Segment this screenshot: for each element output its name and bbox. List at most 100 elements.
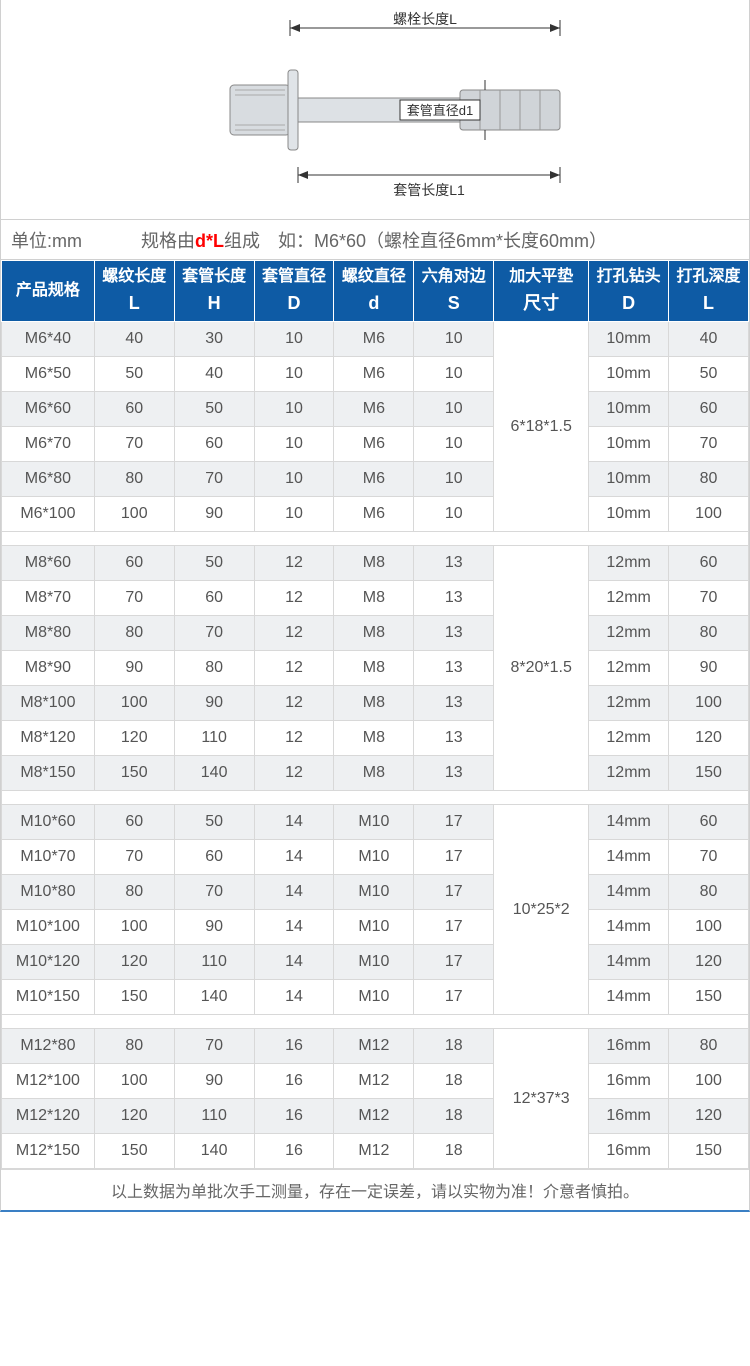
header-washer: 加大平垫尺寸: [494, 261, 589, 322]
table-cell: 100: [669, 686, 749, 721]
table-cell: 90: [174, 1064, 254, 1099]
table-cell: M6: [334, 357, 414, 392]
table-cell: 90: [174, 497, 254, 532]
group-gap: [2, 1015, 749, 1029]
diagram-label-bolt-length: 螺栓长度L: [393, 11, 457, 27]
table-cell: 90: [94, 651, 174, 686]
table-cell: 70: [669, 427, 749, 462]
table-row: M10*80807014M101714mm80: [2, 875, 749, 910]
table-cell: 10: [254, 357, 334, 392]
washer-cell: 10*25*2: [494, 805, 589, 1015]
table-cell: 100: [94, 910, 174, 945]
table-cell: 40: [174, 357, 254, 392]
table-cell: 30: [174, 322, 254, 357]
header-sleeve-dia: 套管直径D: [254, 261, 334, 322]
table-cell: 80: [669, 875, 749, 910]
diagram-label-sleeve-dia: 套管直径d1: [407, 103, 473, 118]
table-cell: 90: [669, 651, 749, 686]
table-cell: 14: [254, 980, 334, 1015]
table-cell: M10*100: [2, 910, 95, 945]
table-cell: 13: [414, 616, 494, 651]
table-cell: 10: [414, 357, 494, 392]
washer-cell: 8*20*1.5: [494, 546, 589, 791]
table-cell: M10: [334, 980, 414, 1015]
table-cell: M8: [334, 616, 414, 651]
table-cell: 70: [174, 1029, 254, 1064]
table-cell: 17: [414, 945, 494, 980]
table-cell: 40: [94, 322, 174, 357]
table-cell: 100: [94, 497, 174, 532]
table-cell: 80: [94, 875, 174, 910]
table-cell: 60: [174, 427, 254, 462]
table-cell: 12: [254, 651, 334, 686]
group-gap: [2, 532, 749, 546]
table-cell: 16: [254, 1134, 334, 1169]
table-cell: 14: [254, 945, 334, 980]
table-cell: 110: [174, 721, 254, 756]
table-cell: 17: [414, 805, 494, 840]
spec-sheet: 螺栓长度L 套管直径d1: [0, 0, 750, 1212]
table-cell: M10*60: [2, 805, 95, 840]
unit-row: 单位:mm 规格由d*L组成 如：M6*60（螺栓直径6mm*长度60mm）: [1, 220, 749, 260]
header-depth: 打孔深度L: [669, 261, 749, 322]
table-row: M12*15015014016M121816mm150: [2, 1134, 749, 1169]
table-cell: M10*120: [2, 945, 95, 980]
table-cell: 70: [174, 616, 254, 651]
table-cell: 100: [94, 1064, 174, 1099]
table-cell: 12mm: [589, 546, 669, 581]
table-cell: M8: [334, 686, 414, 721]
table-cell: M6: [334, 462, 414, 497]
table-cell: 150: [94, 980, 174, 1015]
table-cell: M10*150: [2, 980, 95, 1015]
washer-cell: 6*18*1.5: [494, 322, 589, 532]
header-sleeve-len: 套管长度H: [174, 261, 254, 322]
table-cell: M6*70: [2, 427, 95, 462]
table-cell: M10*80: [2, 875, 95, 910]
table-row: M6*1001009010M61010mm100: [2, 497, 749, 532]
header-thread-len: 螺纹长度L: [94, 261, 174, 322]
table-cell: 140: [174, 980, 254, 1015]
table-row: M12*12012011016M121816mm120: [2, 1099, 749, 1134]
table-cell: 17: [414, 875, 494, 910]
table-cell: 150: [669, 1134, 749, 1169]
table-cell: 150: [94, 1134, 174, 1169]
table-cell: 90: [174, 686, 254, 721]
table-cell: M6*50: [2, 357, 95, 392]
diagram-label-sleeve-length: 套管长度L1: [393, 182, 465, 198]
table-cell: 60: [94, 805, 174, 840]
table-cell: 80: [669, 1029, 749, 1064]
table-row: M6*70706010M61010mm70: [2, 427, 749, 462]
table-cell: M6*40: [2, 322, 95, 357]
table-cell: 60: [174, 581, 254, 616]
table-cell: M8*100: [2, 686, 95, 721]
table-cell: 10: [254, 427, 334, 462]
table-cell: 80: [94, 462, 174, 497]
header-hex: 六角对边S: [414, 261, 494, 322]
table-cell: M6*100: [2, 497, 95, 532]
table-cell: M12*120: [2, 1099, 95, 1134]
header-row: 产品规格 螺纹长度L 套管长度H 套管直径D 螺纹直径d 六角对边S 加大平垫尺…: [2, 261, 749, 322]
table-cell: M10*70: [2, 840, 95, 875]
table-cell: M6: [334, 392, 414, 427]
table-cell: 110: [174, 1099, 254, 1134]
table-cell: 10: [254, 497, 334, 532]
table-cell: 80: [669, 616, 749, 651]
table-cell: 90: [174, 910, 254, 945]
table-cell: 70: [669, 840, 749, 875]
table-cell: 60: [94, 392, 174, 427]
header-thread-dia: 螺纹直径d: [334, 261, 414, 322]
table-row: M6*60605010M61010mm60: [2, 392, 749, 427]
table-cell: 140: [174, 1134, 254, 1169]
table-cell: 14: [254, 840, 334, 875]
table-cell: 14mm: [589, 945, 669, 980]
table-cell: M10: [334, 945, 414, 980]
table-cell: M8*60: [2, 546, 95, 581]
table-cell: 10: [254, 392, 334, 427]
table-cell: M6: [334, 427, 414, 462]
table-row: M8*15015014012M81312mm150: [2, 756, 749, 791]
table-cell: 100: [669, 910, 749, 945]
table-row: M10*1001009014M101714mm100: [2, 910, 749, 945]
table-cell: 12: [254, 616, 334, 651]
table-cell: M8*80: [2, 616, 95, 651]
table-row: M8*12012011012M81312mm120: [2, 721, 749, 756]
